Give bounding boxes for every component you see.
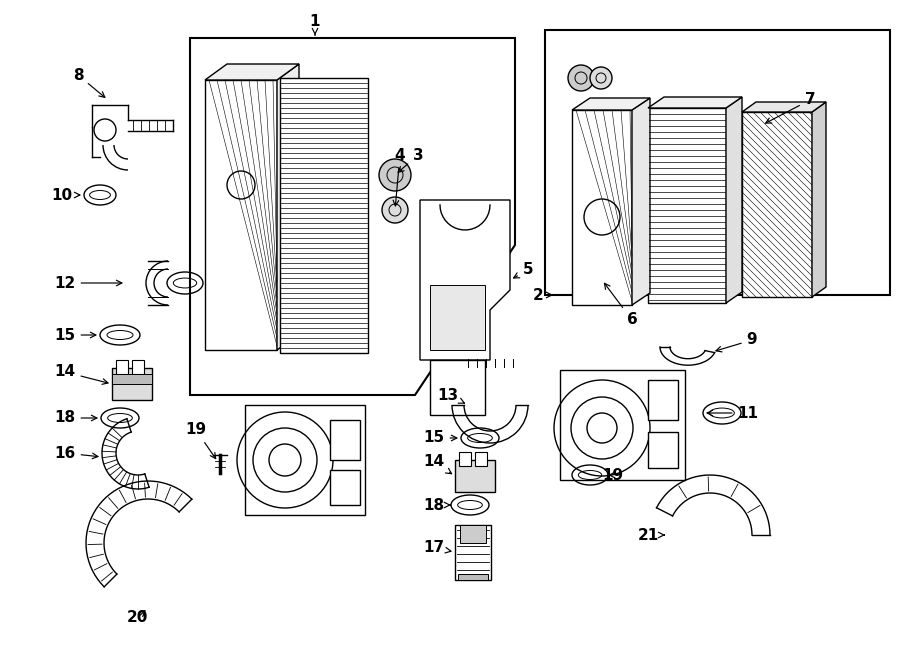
Text: 7: 7 [766,93,815,123]
Text: 13: 13 [437,387,464,403]
Text: 10: 10 [51,188,80,202]
Text: 4: 4 [393,147,405,206]
Bar [330,420,360,460]
Polygon shape [632,98,650,305]
Text: 6: 6 [605,284,637,327]
Circle shape [568,65,594,91]
Polygon shape [726,97,742,303]
Circle shape [590,67,612,89]
Polygon shape [277,64,299,350]
Text: 18: 18 [54,410,97,426]
Bar [205,80,277,350]
Text: 19: 19 [602,467,624,483]
Polygon shape [205,64,299,80]
Text: 15: 15 [423,430,457,446]
Polygon shape [648,97,742,108]
Text: 12: 12 [54,276,122,290]
Text: 11: 11 [707,405,759,420]
Bar [475,452,487,466]
Bar [112,368,152,400]
Polygon shape [742,102,826,112]
Bar [430,360,485,415]
Text: 9: 9 [716,332,757,352]
Bar [132,360,144,374]
Text: 17: 17 [423,541,451,555]
Bar [545,30,890,295]
Circle shape [382,197,408,223]
Text: 14: 14 [423,455,452,474]
Text: 5: 5 [514,262,534,278]
Bar [455,525,491,580]
Bar [280,78,368,353]
Polygon shape [572,98,650,110]
Bar [560,370,685,480]
Text: 2: 2 [533,288,552,303]
Text: 19: 19 [185,422,216,459]
Circle shape [379,159,411,191]
Text: 15: 15 [54,327,96,342]
Text: 21: 21 [637,527,664,543]
Text: 18: 18 [423,498,450,512]
Bar [648,108,726,303]
Text: 16: 16 [54,446,98,461]
Bar [330,470,360,505]
Polygon shape [420,200,510,360]
Text: 20: 20 [126,611,148,625]
Polygon shape [812,102,826,297]
Bar [460,525,486,543]
Bar [245,405,365,515]
Bar [116,360,128,374]
Bar [459,452,471,466]
Bar [572,110,632,305]
Text: 8: 8 [73,67,105,97]
Text: 1: 1 [310,15,320,35]
Text: 3: 3 [398,147,423,173]
Text: 14: 14 [54,364,108,384]
Bar [455,460,495,492]
Bar [648,432,678,468]
Bar [458,574,488,580]
Bar [648,380,678,420]
Bar [112,374,152,384]
Bar [430,285,485,350]
Bar [742,112,812,297]
